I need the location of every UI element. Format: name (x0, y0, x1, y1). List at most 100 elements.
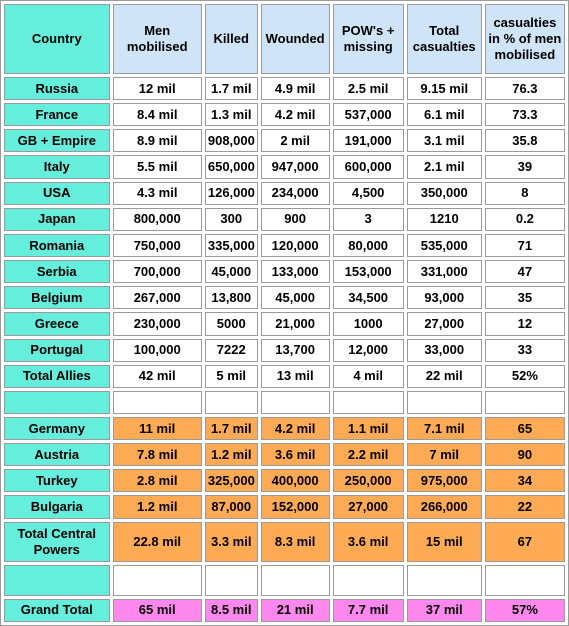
country-cell: Portugal (4, 338, 110, 362)
spacer-cell (406, 564, 482, 596)
value-cell: 400,000 (260, 469, 330, 493)
value-cell: 5 mil (204, 364, 258, 388)
table-row: Austria 7.8 mil 1.2 mil 3.6 mil 2.2 mil 7 mil… (4, 443, 565, 467)
value-cell: 3.1 mil (406, 129, 482, 153)
value-cell: 22 (484, 495, 565, 519)
value-cell: 8 (484, 181, 565, 205)
country-cell: GB + Empire (4, 129, 110, 153)
value-cell: 234,000 (260, 181, 330, 205)
central-powers-section: Germany 11 mil 1.7 mil 4.2 mil 1.1 mil 7.1 mi… (4, 417, 565, 562)
value-cell: 4.2 mil (260, 103, 330, 127)
table-row: Japan 800,000 300 900 3 1210 0.2 (4, 207, 565, 231)
value-cell: 76.3 (484, 77, 565, 101)
value-cell: 4.3 mil (112, 181, 202, 205)
table-row: Portugal 100,000 7222 13,700 12,000 33,000 33 (4, 338, 565, 362)
value-cell: 153,000 (332, 260, 404, 284)
value-cell: 191,000 (332, 129, 404, 153)
value-cell: 3.6 mil (332, 521, 404, 562)
value-cell: 1000 (332, 312, 404, 336)
table-row: Italy 5.5 mil 650,000 947,000 600,000 2.1 mil… (4, 155, 565, 179)
value-cell: 47 (484, 260, 565, 284)
spacer-cell (112, 564, 202, 596)
value-cell: 3.3 mil (204, 521, 258, 562)
value-cell: 22 mil (406, 364, 482, 388)
value-cell: 1.3 mil (204, 103, 258, 127)
value-cell: 52% (484, 364, 565, 388)
value-cell: 4 mil (332, 364, 404, 388)
value-cell: 11 mil (112, 417, 202, 441)
header-wounded: Wounded (260, 4, 330, 74)
value-cell: 39 (484, 155, 565, 179)
table-row: GB + Empire 8.9 mil 908,000 2 mil 191,000 3.1… (4, 129, 565, 153)
header-killed: Killed (204, 4, 258, 74)
value-cell: 266,000 (406, 495, 482, 519)
value-cell: 1.7 mil (204, 77, 258, 101)
value-cell: 2 mil (260, 129, 330, 153)
value-cell: 27,000 (332, 495, 404, 519)
country-cell: Russia (4, 77, 110, 101)
table-row: USA 4.3 mil 126,000 234,000 4,500 350,000 8 (4, 181, 565, 205)
value-cell: 267,000 (112, 286, 202, 310)
value-cell: 8.4 mil (112, 103, 202, 127)
value-cell: 7.7 mil (332, 598, 404, 622)
value-cell: 5.5 mil (112, 155, 202, 179)
value-cell: 335,000 (204, 233, 258, 258)
value-cell: 947,000 (260, 155, 330, 179)
value-cell: 1.1 mil (332, 417, 404, 441)
value-cell: 5000 (204, 312, 258, 336)
value-cell: 22.8 mil (112, 521, 202, 562)
value-cell: 800,000 (112, 207, 202, 231)
value-cell: 350,000 (406, 181, 482, 205)
country-cell: Japan (4, 207, 110, 231)
value-cell: 1.7 mil (204, 417, 258, 441)
spacer-cell (484, 391, 565, 415)
country-cell: Turkey (4, 469, 110, 493)
value-cell: 2.5 mil (332, 77, 404, 101)
spacer-cell (4, 564, 110, 596)
country-cell: Greece (4, 312, 110, 336)
value-cell: 7.8 mil (112, 443, 202, 467)
grand-total-section: Grand Total 65 mil 8.5 mil 21 mil 7.7 mil 37 … (4, 598, 565, 622)
country-cell: Total Allies (4, 364, 110, 388)
table-row: Romania 750,000 335,000 120,000 80,000 535,00… (4, 233, 565, 258)
value-cell: 33,000 (406, 338, 482, 362)
value-cell: 7 mil (406, 443, 482, 467)
value-cell: 35.8 (484, 129, 565, 153)
value-cell: 750,000 (112, 233, 202, 258)
value-cell: 80,000 (332, 233, 404, 258)
table-row: Germany 11 mil 1.7 mil 4.2 mil 1.1 mil 7.1 mi… (4, 417, 565, 441)
table-row: France 8.4 mil 1.3 mil 4.2 mil 537,000 6.1 mi… (4, 103, 565, 127)
country-cell: Austria (4, 443, 110, 467)
spacer-section-1 (4, 391, 565, 415)
spacer-cell (204, 564, 258, 596)
value-cell: 90 (484, 443, 565, 467)
spacer-cell (406, 391, 482, 415)
value-cell: 37 mil (406, 598, 482, 622)
value-cell: 34 (484, 469, 565, 493)
header-row: Country Men mobilised Killed Wounded POW… (4, 4, 565, 74)
value-cell: 2.8 mil (112, 469, 202, 493)
header-pows-missing: POW's + missing (332, 4, 404, 74)
country-cell: Total Central Powers (4, 521, 110, 562)
value-cell: 12 (484, 312, 565, 336)
value-cell: 600,000 (332, 155, 404, 179)
value-cell: 45,000 (260, 286, 330, 310)
grand-total-row: Grand Total 65 mil 8.5 mil 21 mil 7.7 mil 37 … (4, 598, 565, 622)
value-cell: 13 mil (260, 364, 330, 388)
value-cell: 87,000 (204, 495, 258, 519)
value-cell: 13,800 (204, 286, 258, 310)
country-cell: Romania (4, 233, 110, 258)
value-cell: 8.9 mil (112, 129, 202, 153)
value-cell: 250,000 (332, 469, 404, 493)
spacer-cell (332, 564, 404, 596)
value-cell: 35 (484, 286, 565, 310)
value-cell: 13,700 (260, 338, 330, 362)
value-cell: 2.2 mil (332, 443, 404, 467)
spacer-cell (484, 564, 565, 596)
spacer-section-2 (4, 564, 565, 596)
header-total-casualties: Total casualties (406, 4, 482, 74)
value-cell: 4.9 mil (260, 77, 330, 101)
value-cell: 8.5 mil (204, 598, 258, 622)
value-cell: 9.15 mil (406, 77, 482, 101)
